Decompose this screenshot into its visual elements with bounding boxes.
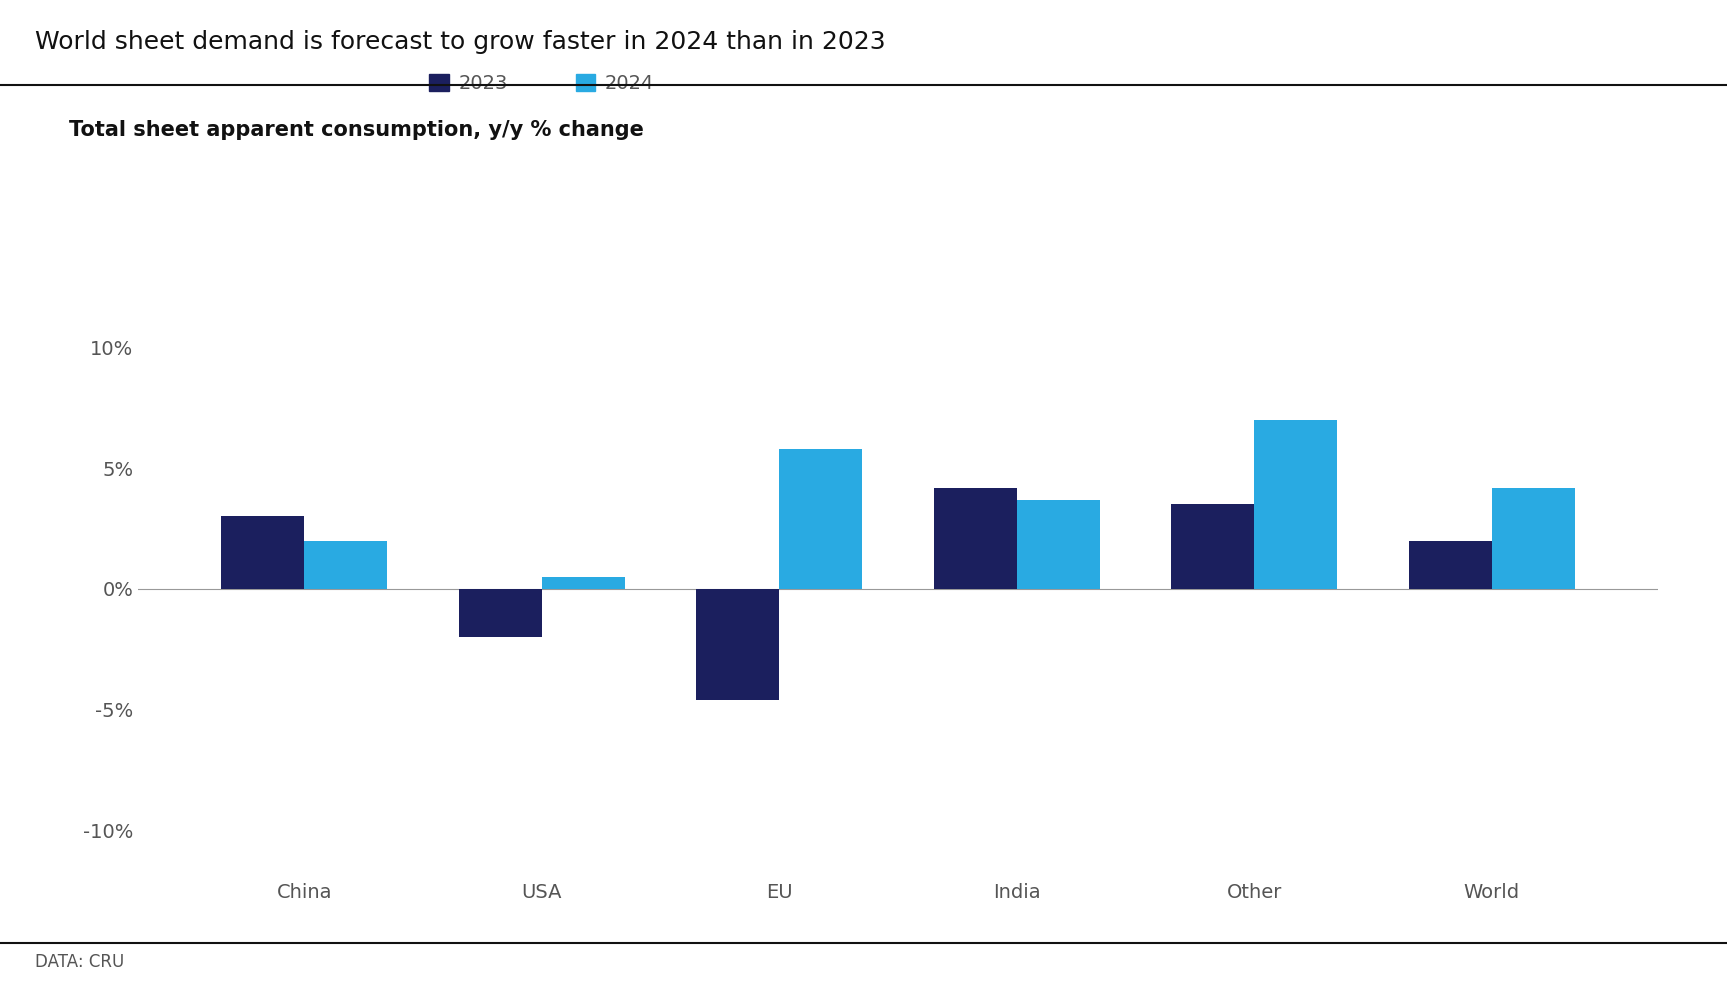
Bar bbox=[304, 541, 387, 589]
Text: DATA: CRU: DATA: CRU bbox=[35, 953, 124, 971]
Bar bbox=[1017, 500, 1100, 589]
Legend: 2023, 2024: 2023, 2024 bbox=[421, 66, 661, 101]
Bar bbox=[934, 488, 1017, 589]
Bar bbox=[221, 517, 304, 589]
Bar bbox=[696, 589, 779, 700]
Bar bbox=[779, 449, 862, 589]
Bar bbox=[1171, 504, 1254, 589]
Bar bbox=[459, 589, 542, 637]
Bar bbox=[542, 577, 625, 589]
Bar bbox=[1492, 488, 1575, 589]
Text: Total sheet apparent consumption, y/y % change: Total sheet apparent consumption, y/y % … bbox=[69, 120, 644, 140]
Bar bbox=[1254, 420, 1337, 589]
Text: World sheet demand is forecast to grow faster in 2024 than in 2023: World sheet demand is forecast to grow f… bbox=[35, 30, 886, 54]
Bar bbox=[1409, 541, 1492, 589]
